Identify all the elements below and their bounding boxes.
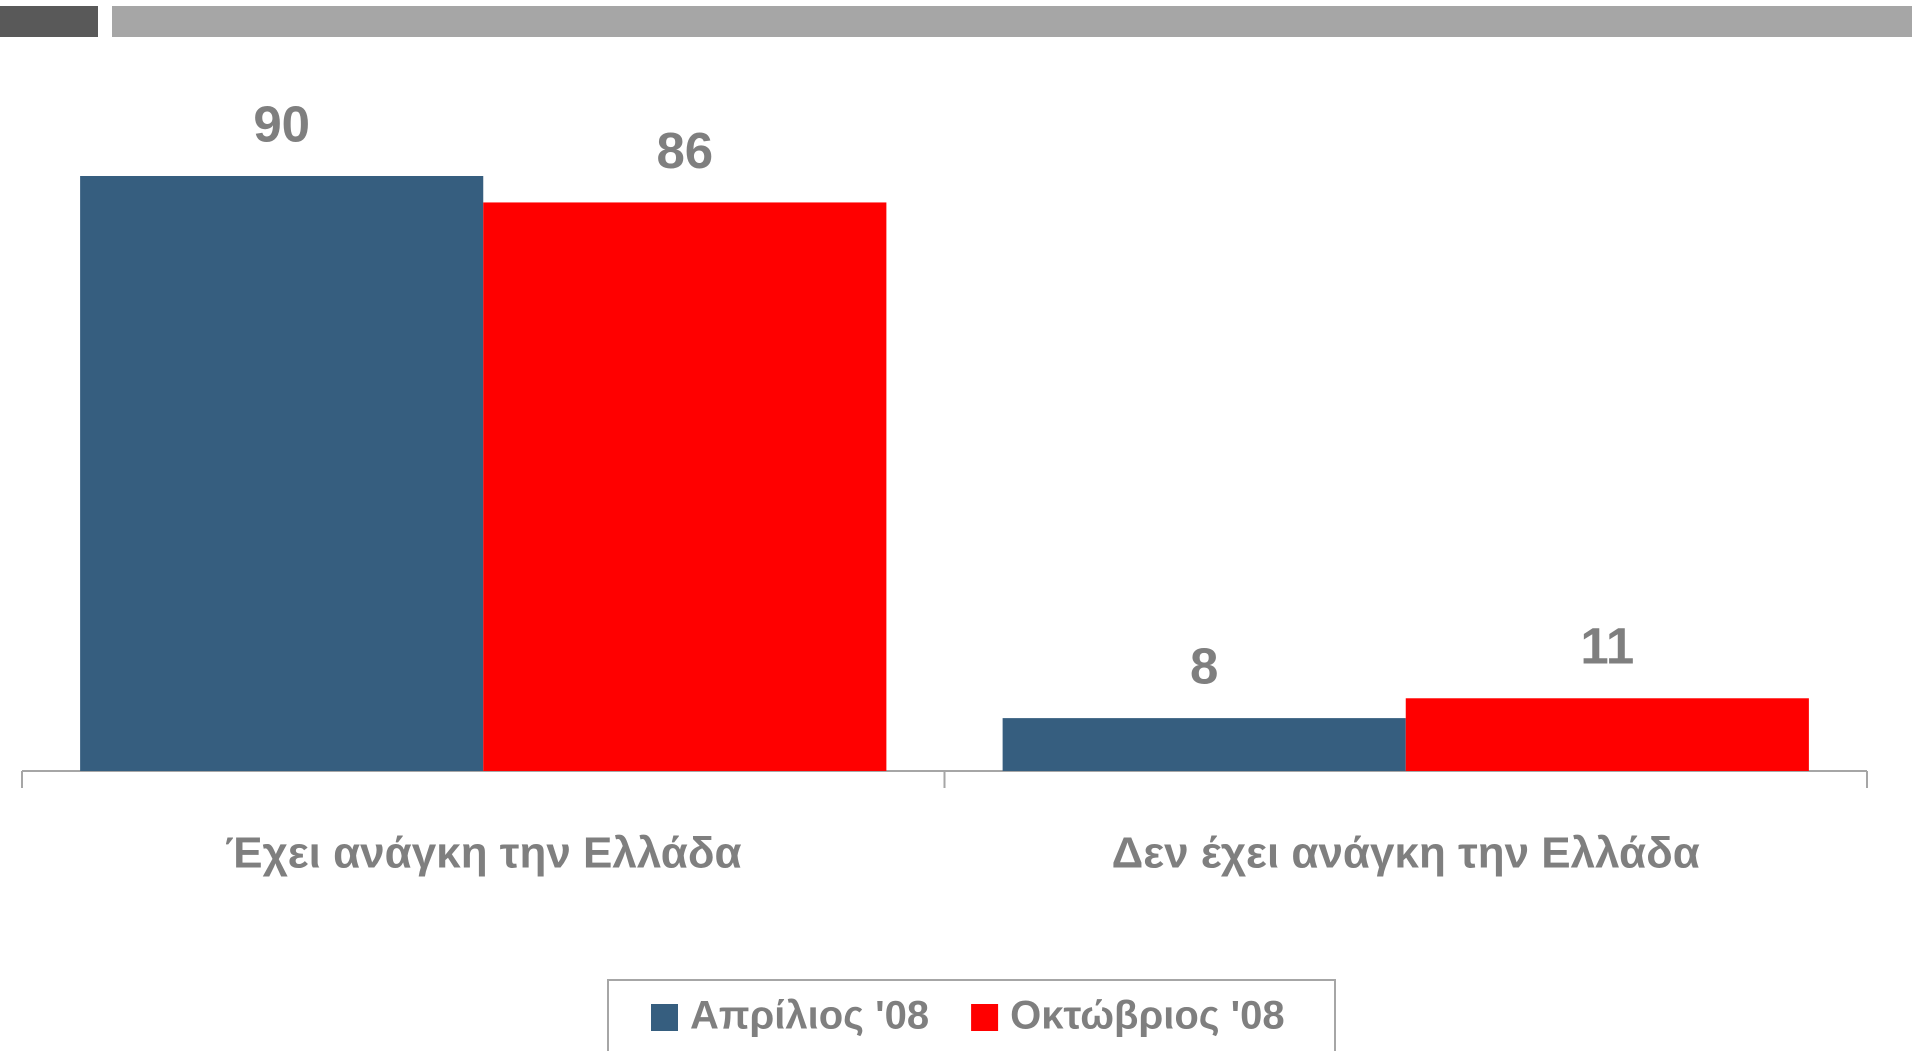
legend-swatch [651, 1004, 678, 1031]
x-tick-label: Δεν έχει ανάγκη την Ελλάδα [1112, 829, 1700, 878]
legend-swatch [971, 1004, 999, 1031]
data-label: 11 [1580, 618, 1634, 675]
bar [483, 202, 887, 771]
header-block [0, 6, 98, 37]
x-tick-label: Έχει ανάγκη την Ελλάδα [225, 829, 742, 878]
header-bar [112, 6, 1912, 37]
data-label: 8 [1190, 638, 1218, 695]
legend-label: Απρίλιος '08 [690, 994, 929, 1038]
bar [80, 176, 484, 771]
data-label: 86 [656, 122, 713, 179]
data-label: 90 [253, 95, 310, 152]
bar [1405, 698, 1809, 771]
legend-label: Οκτώβριος '08 [1010, 994, 1285, 1038]
bar [1002, 718, 1406, 771]
